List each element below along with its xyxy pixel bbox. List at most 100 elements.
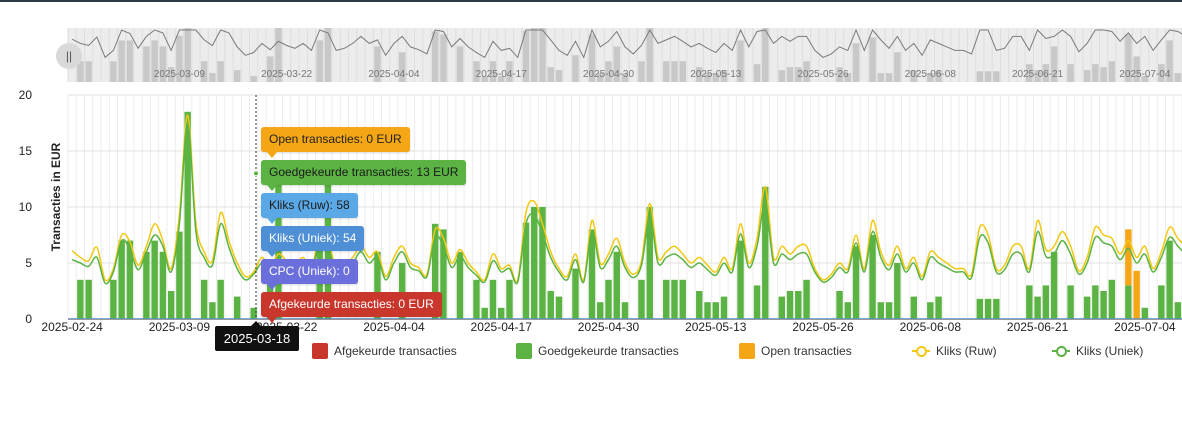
navigator-bar	[786, 67, 794, 82]
navigator-bar	[77, 61, 84, 82]
x-tick-label: 2025-02-24	[41, 320, 103, 334]
bar-approved	[704, 302, 711, 319]
bar-approved	[696, 291, 703, 319]
x-tick-label: 2025-06-21	[1007, 320, 1069, 334]
navigator-label: 2025-04-04	[368, 69, 420, 80]
bar-approved	[374, 251, 381, 319]
bar-approved	[118, 240, 125, 319]
navigator-bar	[993, 71, 1000, 82]
navigator-bar	[778, 70, 786, 82]
legend-swatch	[516, 343, 532, 359]
hover-point	[253, 170, 259, 177]
navigator-bar	[316, 40, 323, 82]
navigator-bar	[869, 37, 876, 82]
bar-approved	[638, 279, 645, 319]
bar-approved	[1042, 285, 1050, 319]
bar-approved	[209, 302, 216, 319]
bar-approved	[1166, 240, 1173, 319]
legend-label: Open transacties	[761, 344, 852, 358]
bar-approved	[1050, 251, 1058, 319]
bar-approved	[531, 207, 538, 319]
navigator-label: 2025-03-09	[154, 69, 206, 80]
bar-approved	[597, 302, 604, 319]
navigator-bar	[597, 73, 604, 82]
navigator-bar	[167, 67, 175, 82]
navigator-bar	[795, 67, 802, 82]
legend-item-approved[interactable]: Goedgekeurde transacties	[516, 343, 679, 359]
navigator-bar	[547, 67, 554, 82]
bar-approved	[1141, 307, 1149, 319]
legend-label: Kliks (Uniek)	[1076, 344, 1144, 358]
bar-approved	[605, 279, 612, 319]
navigator-bar	[531, 28, 538, 82]
bar-approved	[663, 279, 670, 319]
bar-approved	[456, 251, 464, 319]
navigator-bar	[671, 61, 678, 82]
navigator-bar	[696, 67, 703, 82]
legend-item-open[interactable]: Open transacties	[739, 343, 852, 359]
bar-approved	[762, 186, 769, 319]
bar-approved	[1034, 296, 1041, 319]
navigator-bar	[588, 34, 596, 82]
pause-button[interactable]: ||	[56, 43, 82, 69]
bar-approved	[572, 268, 579, 319]
bar-approved	[671, 279, 678, 319]
navigator-bar	[1092, 64, 1099, 82]
bar-approved	[440, 229, 447, 319]
bar-approved	[200, 279, 208, 319]
navigator-bar	[489, 61, 497, 82]
navigator-bar	[1125, 34, 1132, 82]
legend-line-icon	[912, 345, 930, 357]
tooltip-rejected: Afgekeurde transacties: 0 EUR	[261, 292, 442, 323]
navigator-bar	[852, 43, 860, 82]
bar-approved	[844, 302, 852, 319]
x-tick-label: 2025-03-09	[149, 320, 211, 334]
bar-approved	[481, 307, 488, 319]
navigator-bar	[1174, 73, 1182, 82]
bar-approved	[877, 302, 885, 319]
bar-approved	[976, 298, 984, 319]
line-clicks-unique	[71, 122, 1182, 285]
navigator-bar	[440, 34, 447, 82]
navigator-bar	[877, 73, 885, 82]
bar-approved	[143, 251, 150, 319]
bar-approved	[159, 251, 167, 319]
navigator-label: 2025-04-30	[583, 69, 635, 80]
x-tick-label: 2025-05-13	[685, 320, 747, 334]
bar-approved	[547, 291, 554, 319]
navigator-bar	[621, 73, 629, 82]
bar-approved	[613, 251, 620, 319]
navigator-bar	[209, 73, 216, 82]
navigator-bar	[1133, 56, 1140, 82]
bar-approved	[621, 302, 629, 319]
x-tick-label: 2025-06-08	[900, 320, 962, 334]
x-tick-label: 2025-04-04	[363, 320, 425, 334]
navigator-label: 2025-07-04	[1119, 69, 1171, 80]
navigator-bar	[200, 61, 208, 82]
navigator-bar	[176, 35, 183, 82]
legend-item-clicks-unique[interactable]: Kliks (Uniek)	[1052, 343, 1143, 359]
navigator-bar	[605, 61, 612, 82]
navigator[interactable]: 2025-03-09 2025-03-22 2025-04-04 2025-04-17…	[67, 28, 1182, 82]
bar-approved	[85, 279, 92, 319]
navigator-bar	[679, 61, 686, 82]
navigator-line	[71, 28, 1182, 59]
y-tick-label: 10	[19, 200, 33, 214]
bar-approved	[489, 279, 497, 319]
tooltip-date: 2025-03-18	[215, 321, 299, 351]
legend-item-rejected[interactable]: Afgekeurde transacties	[312, 343, 457, 359]
tooltip-clicks-unique: Kliks (Uniek): 54	[261, 226, 365, 257]
bar-approved	[431, 223, 439, 319]
navigator-bar	[1108, 61, 1116, 82]
bar-approved	[588, 229, 596, 319]
navigator-bar	[151, 40, 158, 82]
legend-item-clicks-raw[interactable]: Kliks (Ruw)	[912, 343, 997, 359]
navigator-bar	[894, 52, 901, 82]
navigator-bar	[275, 28, 282, 82]
tooltip-approved: Goedgekeurde transacties: 13 EUR	[261, 160, 467, 191]
y-tick-label: 0	[25, 312, 32, 326]
bar-approved	[720, 296, 728, 319]
lines	[68, 114, 1182, 320]
navigator-bar	[572, 55, 579, 82]
legend-label: Kliks (Ruw)	[936, 344, 997, 358]
